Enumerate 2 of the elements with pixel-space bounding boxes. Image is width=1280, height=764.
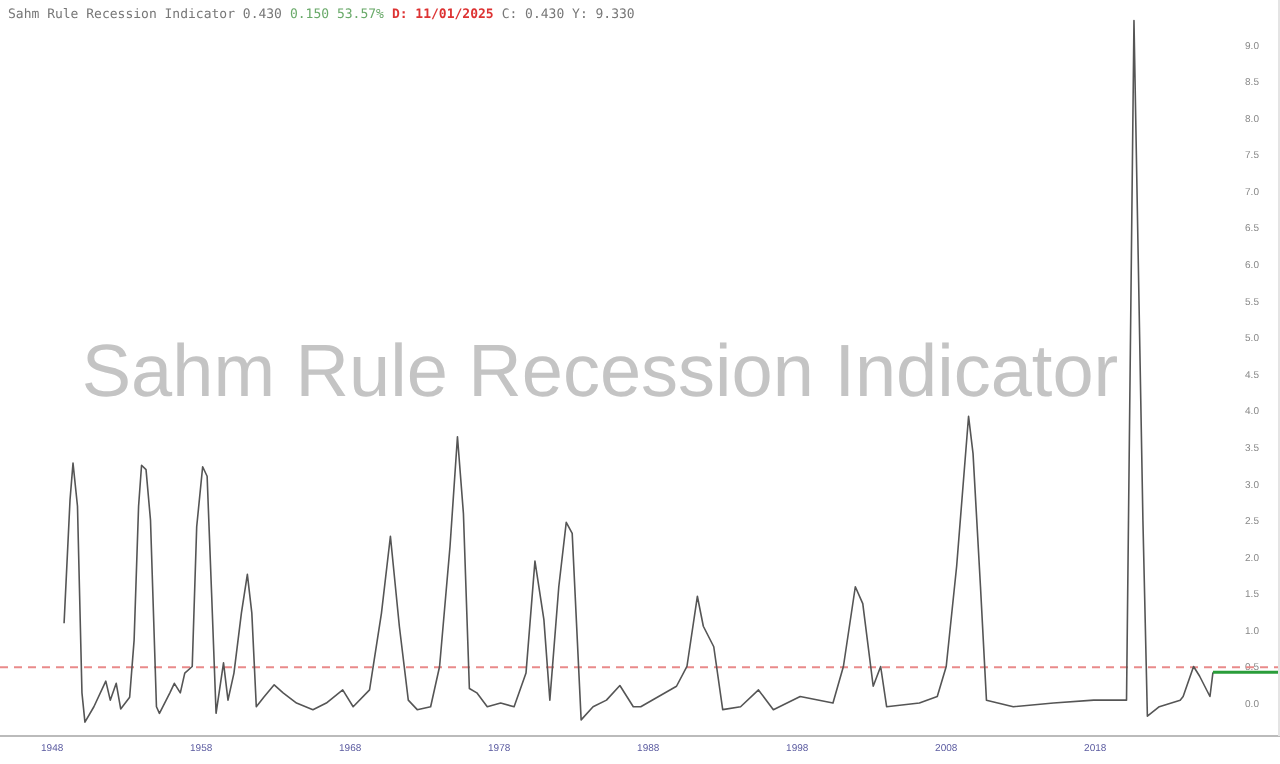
text: Sahm Rule Recession Indicator bbox=[81, 330, 1119, 412]
line-series bbox=[63, 19, 1214, 723]
